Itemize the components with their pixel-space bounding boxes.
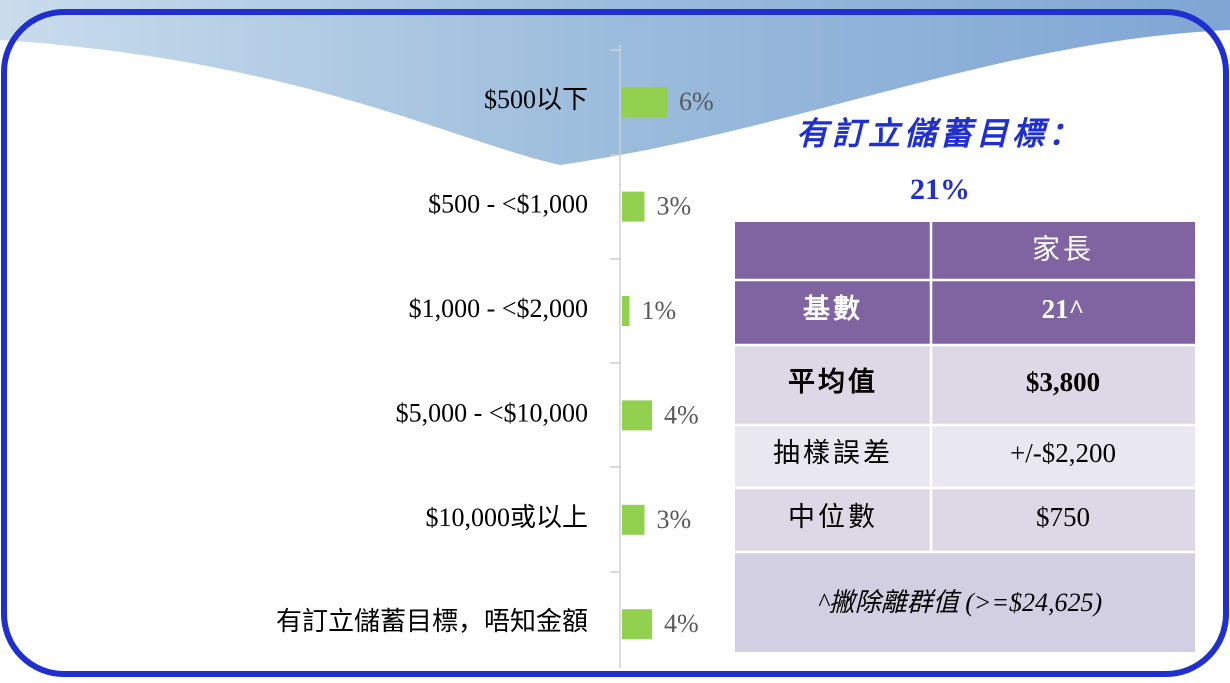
category-label: $500 - <$1,000 — [428, 190, 588, 219]
headline-value: 21% — [910, 173, 970, 206]
value-label: 4% — [664, 609, 699, 638]
bar — [622, 504, 645, 535]
value-label: 6% — [679, 87, 714, 116]
bar — [622, 296, 630, 326]
category-label: $10,000或以上 — [425, 503, 588, 532]
bar — [622, 609, 652, 640]
axis-ticks — [610, 49, 620, 573]
headline-title: 有訂立儲蓄目標： — [796, 115, 1084, 151]
table-cell: 21^ — [1042, 294, 1085, 324]
wave-line — [0, 38, 1230, 170]
category-label: 有訂立儲蓄目標，唔知金額 — [276, 607, 588, 636]
value-label: 4% — [664, 400, 699, 429]
bar — [622, 191, 645, 222]
header-row — [735, 222, 1195, 280]
row-bg — [735, 425, 1195, 488]
table-cell: 中位數 — [788, 502, 878, 532]
table-cell: $750 — [1036, 502, 1090, 532]
table-cell: $3,800 — [1026, 367, 1100, 397]
bar — [622, 400, 652, 431]
category-label: $1,000 - <$2,000 — [409, 294, 588, 323]
table-note: ^撇除離群值 (>=$24,625) — [818, 588, 1102, 617]
category-label: $500以下 — [484, 85, 588, 114]
wave — [0, 0, 1230, 165]
table-cell: 平均值 — [788, 367, 878, 397]
category-label: $5,000 - <$10,000 — [396, 398, 588, 427]
table-cell: 基數 — [803, 294, 863, 324]
frame — [1, 9, 1229, 677]
value-label: 1% — [642, 296, 677, 325]
row-bg — [735, 280, 1195, 345]
value-label: 3% — [657, 505, 692, 534]
note-bg — [735, 552, 1195, 652]
value-label: 3% — [657, 192, 692, 221]
row-bg — [735, 488, 1195, 552]
table-header: 家長 — [1032, 233, 1094, 265]
bar — [622, 87, 667, 118]
table: 家長 ^撇除離群值 (>=$24,625) 基數 21^ 平均值 $3,800 抽樣誤差… — [735, 222, 1195, 652]
row-bg — [735, 345, 1195, 425]
table-cell: 抽樣誤差 — [773, 438, 893, 468]
table-cell: +/-$2,200 — [1010, 438, 1116, 468]
